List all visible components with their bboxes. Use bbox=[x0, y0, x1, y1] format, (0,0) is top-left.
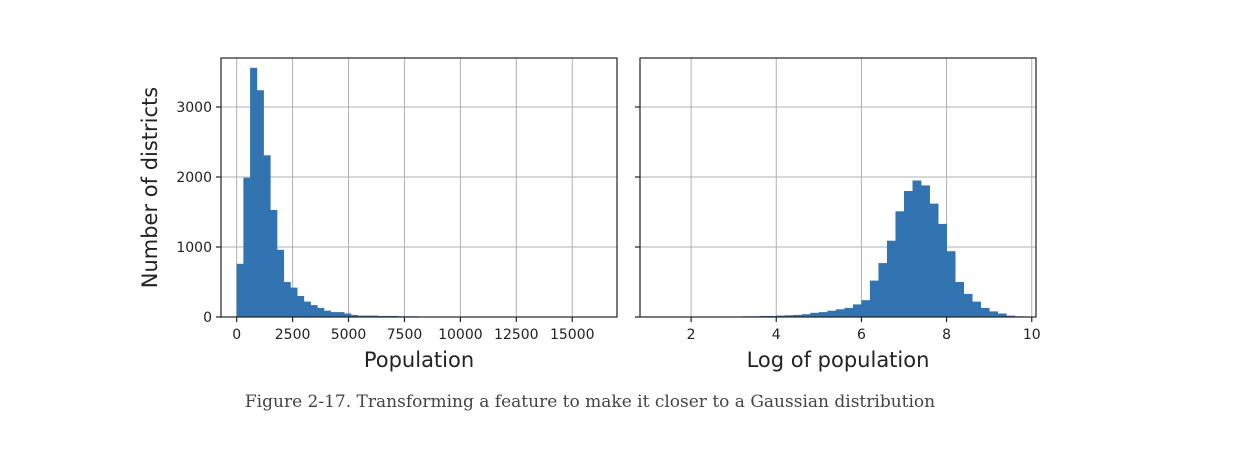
panel0-bar bbox=[357, 315, 365, 317]
panel1-bar bbox=[1006, 315, 1016, 317]
panel0-bar bbox=[276, 249, 285, 317]
panel0-ytick-label: 2000 bbox=[176, 170, 212, 186]
panel0-xtick-label: 10000 bbox=[438, 327, 483, 343]
panel0-y-axis-title: Number of districts bbox=[138, 87, 162, 288]
panel0-xtick-label: 5000 bbox=[331, 327, 367, 343]
panel0-bar bbox=[236, 263, 244, 317]
panel1-xtick-label: 6 bbox=[857, 327, 866, 343]
panel0-bar bbox=[310, 305, 318, 317]
panel1-bar bbox=[852, 304, 862, 317]
panel0-bar bbox=[317, 307, 325, 317]
histogram-figure: 0 2500 5000 7500 10000 12500 15000 0 1000 2000 300… bbox=[138, 57, 1041, 372]
panel1-bar bbox=[904, 191, 913, 317]
panel1-bar bbox=[955, 282, 965, 317]
panel1-bar bbox=[929, 203, 939, 317]
figure-caption: Figure 2-17. Transforming a feature to m… bbox=[244, 392, 936, 412]
panel0-xtick-label: 7500 bbox=[387, 327, 423, 343]
panel1-bar bbox=[835, 309, 845, 317]
panel0-ytick-label: 1000 bbox=[176, 240, 212, 256]
panel1-bar bbox=[938, 223, 947, 317]
panel0-frame bbox=[220, 57, 618, 318]
panel1-bar bbox=[921, 185, 930, 317]
panel0-bar bbox=[263, 155, 271, 317]
panel1-xtick-label: 4 bbox=[772, 327, 781, 343]
panel1-bar bbox=[980, 307, 990, 317]
panel1-bar bbox=[895, 211, 905, 317]
panel1-bar bbox=[801, 314, 811, 317]
panel1-bar bbox=[861, 300, 871, 317]
panel1-bar bbox=[997, 313, 1007, 317]
log-population-histogram: 2 4 6 8 10 Log of population bbox=[635, 57, 1041, 372]
panel1-bar bbox=[878, 263, 888, 317]
panel1-bar bbox=[844, 307, 854, 317]
panel1-bar bbox=[776, 315, 786, 317]
panel0-bar bbox=[297, 296, 305, 317]
panel1-bar bbox=[963, 293, 973, 317]
panel1-bar bbox=[946, 251, 956, 317]
panel0-bar bbox=[270, 209, 278, 317]
panel0-bar bbox=[344, 313, 352, 317]
panel0-bar bbox=[243, 177, 251, 317]
population-histogram: 0 2500 5000 7500 10000 12500 15000 0 1000 2000 300… bbox=[138, 57, 618, 372]
panel1-bar bbox=[989, 311, 999, 317]
panel0-bar bbox=[364, 315, 372, 317]
panel0-bar bbox=[370, 315, 379, 317]
panel1-bar bbox=[810, 312, 820, 317]
panel0-bar bbox=[256, 90, 264, 317]
panel1-bar bbox=[886, 240, 896, 317]
panel0-xtick-label: 12500 bbox=[494, 327, 539, 343]
panel0-bar bbox=[337, 312, 345, 317]
panel0-ytick-label: 3000 bbox=[176, 100, 212, 116]
panel0-bar bbox=[330, 312, 338, 317]
panel0-xtick-label: 15000 bbox=[550, 327, 595, 343]
panel1-bar bbox=[869, 280, 879, 317]
panel0-bar bbox=[323, 310, 332, 317]
panel1-bar bbox=[793, 314, 803, 317]
panel1-frame bbox=[639, 57, 1037, 318]
panel0-xtick-label: 2500 bbox=[275, 327, 311, 343]
panel1-x-axis-title: Log of population bbox=[747, 348, 930, 372]
panel0-bar bbox=[350, 314, 358, 317]
panel0-ytick-label: 0 bbox=[203, 310, 212, 326]
panel1-bar bbox=[784, 315, 794, 317]
panel1-xtick-label: 10 bbox=[1023, 327, 1041, 343]
panel1-bar bbox=[912, 180, 922, 317]
panel0-bar bbox=[303, 301, 311, 317]
panel1-bar bbox=[827, 310, 837, 317]
panel1-xtick-label: 2 bbox=[687, 327, 696, 343]
panel1-bar bbox=[818, 312, 828, 317]
panel0-bar bbox=[283, 282, 291, 317]
panel1-xtick-label: 8 bbox=[942, 327, 951, 343]
panel0-xtick-label: 0 bbox=[232, 327, 241, 343]
panel0-bar bbox=[290, 287, 298, 317]
panel0-bar bbox=[250, 67, 258, 317]
panel0-x-axis-title: Population bbox=[364, 348, 474, 372]
panel1-bar bbox=[972, 301, 982, 317]
